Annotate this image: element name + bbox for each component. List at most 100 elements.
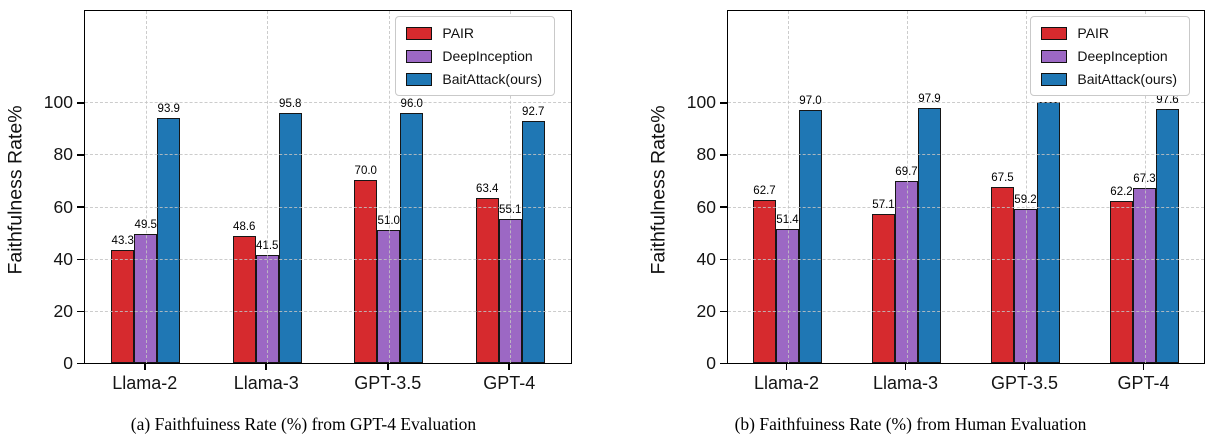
y-axis-tick xyxy=(77,102,84,104)
legend-entry-label: BaitAttack(ours) xyxy=(1077,71,1177,87)
y-axis-tick xyxy=(77,310,84,313)
bar-baitattack-ours-llama-2 xyxy=(157,118,181,363)
legend-swatch xyxy=(1041,49,1068,63)
bar-value-label: 69.7 xyxy=(895,166,918,179)
legend-entry-deepinception: DeepInception xyxy=(1041,48,1177,64)
y-axis-tick-label: 0 xyxy=(63,353,73,373)
bar-value-label: 97.6 xyxy=(1156,93,1179,106)
x-axis-tick-label: Llama-3 xyxy=(872,373,939,393)
bar-value-label: 57.1 xyxy=(872,199,895,212)
legend-swatch xyxy=(406,26,433,40)
gridline-vertical xyxy=(145,11,147,363)
bar-value-label: 55.1 xyxy=(499,204,522,217)
x-axis-tick xyxy=(143,364,146,370)
legend-entry-pair: PAIR xyxy=(406,25,542,41)
bar-value-label: 62.2 xyxy=(1110,185,1133,198)
legend-entry-label: PAIR xyxy=(442,25,475,41)
x-axis-tick-label: Llama-2 xyxy=(753,373,820,393)
y-axis-tick xyxy=(720,154,727,156)
y-axis-tick-label: 100 xyxy=(686,92,716,113)
bar-value-label: 67.3 xyxy=(1133,172,1156,185)
x-axis-tick-label: GPT-3.5 xyxy=(990,373,1059,393)
bar-value-label: 70.0 xyxy=(354,165,377,178)
x-axis-tick xyxy=(386,364,389,370)
legend-box: PAIR DeepInception BaitAttack(ours) xyxy=(1030,16,1190,96)
x-axis-tick xyxy=(265,364,268,370)
gridline-vertical xyxy=(1025,11,1027,363)
bar-pair-llama-2 xyxy=(753,199,776,363)
gridline-vertical xyxy=(906,11,908,363)
bar-value-label: 43.3 xyxy=(111,235,134,248)
x-axis-tick xyxy=(508,364,511,370)
bar-value-label: 59.2 xyxy=(1014,193,1037,206)
x-axis-tick-label: Llama-2 xyxy=(112,373,178,393)
figure-a: Faithfulness Rate% 43.3 49.5 93.9 48.6 41.5 9… xyxy=(5,10,572,434)
bar-baitattack-ours-gpt-3-5 xyxy=(400,112,424,363)
bar-value-label: 92.7 xyxy=(522,106,545,119)
bar-value-label: 96.0 xyxy=(400,97,423,110)
bar-pair-gpt-3-5 xyxy=(991,187,1014,363)
bar-value-label: 95.8 xyxy=(279,98,302,111)
subfigure-caption-a: (a) Faithfuiness Rate (%) from GPT-4 Eva… xyxy=(130,414,477,434)
legend-entry-baitattack-ours: BaitAttack(ours) xyxy=(1041,71,1177,87)
gridline-horizontal xyxy=(728,206,1204,208)
x-axis-tick-label: GPT-4 xyxy=(483,373,536,393)
gridline-horizontal xyxy=(728,258,1204,260)
gridline-horizontal xyxy=(85,102,571,104)
legend-entry-label: BaitAttack(ours) xyxy=(442,71,542,87)
x-axis-tick xyxy=(1142,364,1145,370)
gridline-vertical xyxy=(267,11,269,363)
bar-pair-llama-3 xyxy=(232,236,256,363)
bar-value-label: 97.0 xyxy=(799,95,822,108)
gridline-vertical xyxy=(510,11,512,363)
figure-b: Faithfulness Rate% 62.7 51.4 97.0 57.1 69.7 9… xyxy=(607,0,1214,445)
gridline-vertical xyxy=(388,11,390,363)
y-axis-tick xyxy=(720,258,727,261)
legend-entry-baitattack-ours: BaitAttack(ours) xyxy=(406,71,542,87)
y-axis-tick-label: 80 xyxy=(696,144,716,165)
bar-baitattack-ours-llama-3 xyxy=(918,107,941,363)
bar-pair-llama-3 xyxy=(872,214,895,363)
legend-entry-deepinception: DeepInception xyxy=(406,48,542,64)
bar-pair-llama-2 xyxy=(111,250,135,363)
gridline-horizontal xyxy=(85,154,571,156)
gridline-horizontal xyxy=(85,310,571,312)
y-axis-tick-label: 40 xyxy=(696,248,716,269)
y-axis-tick xyxy=(720,310,727,313)
y-axis-tick-label: 100 xyxy=(43,92,73,113)
bar-pair-gpt-3-5 xyxy=(354,180,378,363)
gridline-horizontal xyxy=(85,206,571,208)
x-axis-tick xyxy=(1023,364,1026,370)
gridline-horizontal xyxy=(728,102,1204,104)
y-axis-tick-label: 40 xyxy=(53,248,73,269)
gridline-vertical xyxy=(787,11,789,363)
y-axis-tick xyxy=(77,154,84,156)
bar-value-label: 93.9 xyxy=(157,103,180,116)
legend-swatch xyxy=(1041,72,1068,86)
bar-baitattack-ours-gpt-4 xyxy=(1156,108,1179,363)
bar-baitattack-ours-llama-3 xyxy=(278,113,302,363)
gridline-vertical xyxy=(1144,11,1146,363)
gridline-horizontal xyxy=(728,154,1204,156)
y-axis-tick xyxy=(77,258,84,261)
legend-entry-label: DeepInception xyxy=(442,48,533,64)
x-axis-tick-label: Llama-3 xyxy=(233,373,299,393)
bar-baitattack-ours-gpt-3-5 xyxy=(1037,102,1060,363)
bar-value-label: 48.6 xyxy=(233,221,256,234)
y-axis-tick xyxy=(77,362,84,365)
legend-box: PAIR DeepInception BaitAttack(ours) xyxy=(395,16,555,96)
bar-baitattack-ours-gpt-4 xyxy=(521,121,545,363)
bar-pair-gpt-4 xyxy=(475,197,499,363)
y-axis-tick-label: 20 xyxy=(53,300,73,321)
y-axis-tick xyxy=(720,362,727,365)
gridline-horizontal xyxy=(85,258,571,260)
x-axis-tick-label: GPT-4 xyxy=(1117,373,1170,393)
y-axis-tick xyxy=(720,206,727,208)
y-axis-tick-label: 20 xyxy=(696,300,716,321)
y-axis-tick xyxy=(77,206,84,208)
legend-entry-label: PAIR xyxy=(1077,25,1110,41)
y-axis-tick-label: 60 xyxy=(53,196,73,217)
y-axis-tick-label: 60 xyxy=(696,196,716,217)
y-axis-tick-label: 0 xyxy=(706,353,716,373)
